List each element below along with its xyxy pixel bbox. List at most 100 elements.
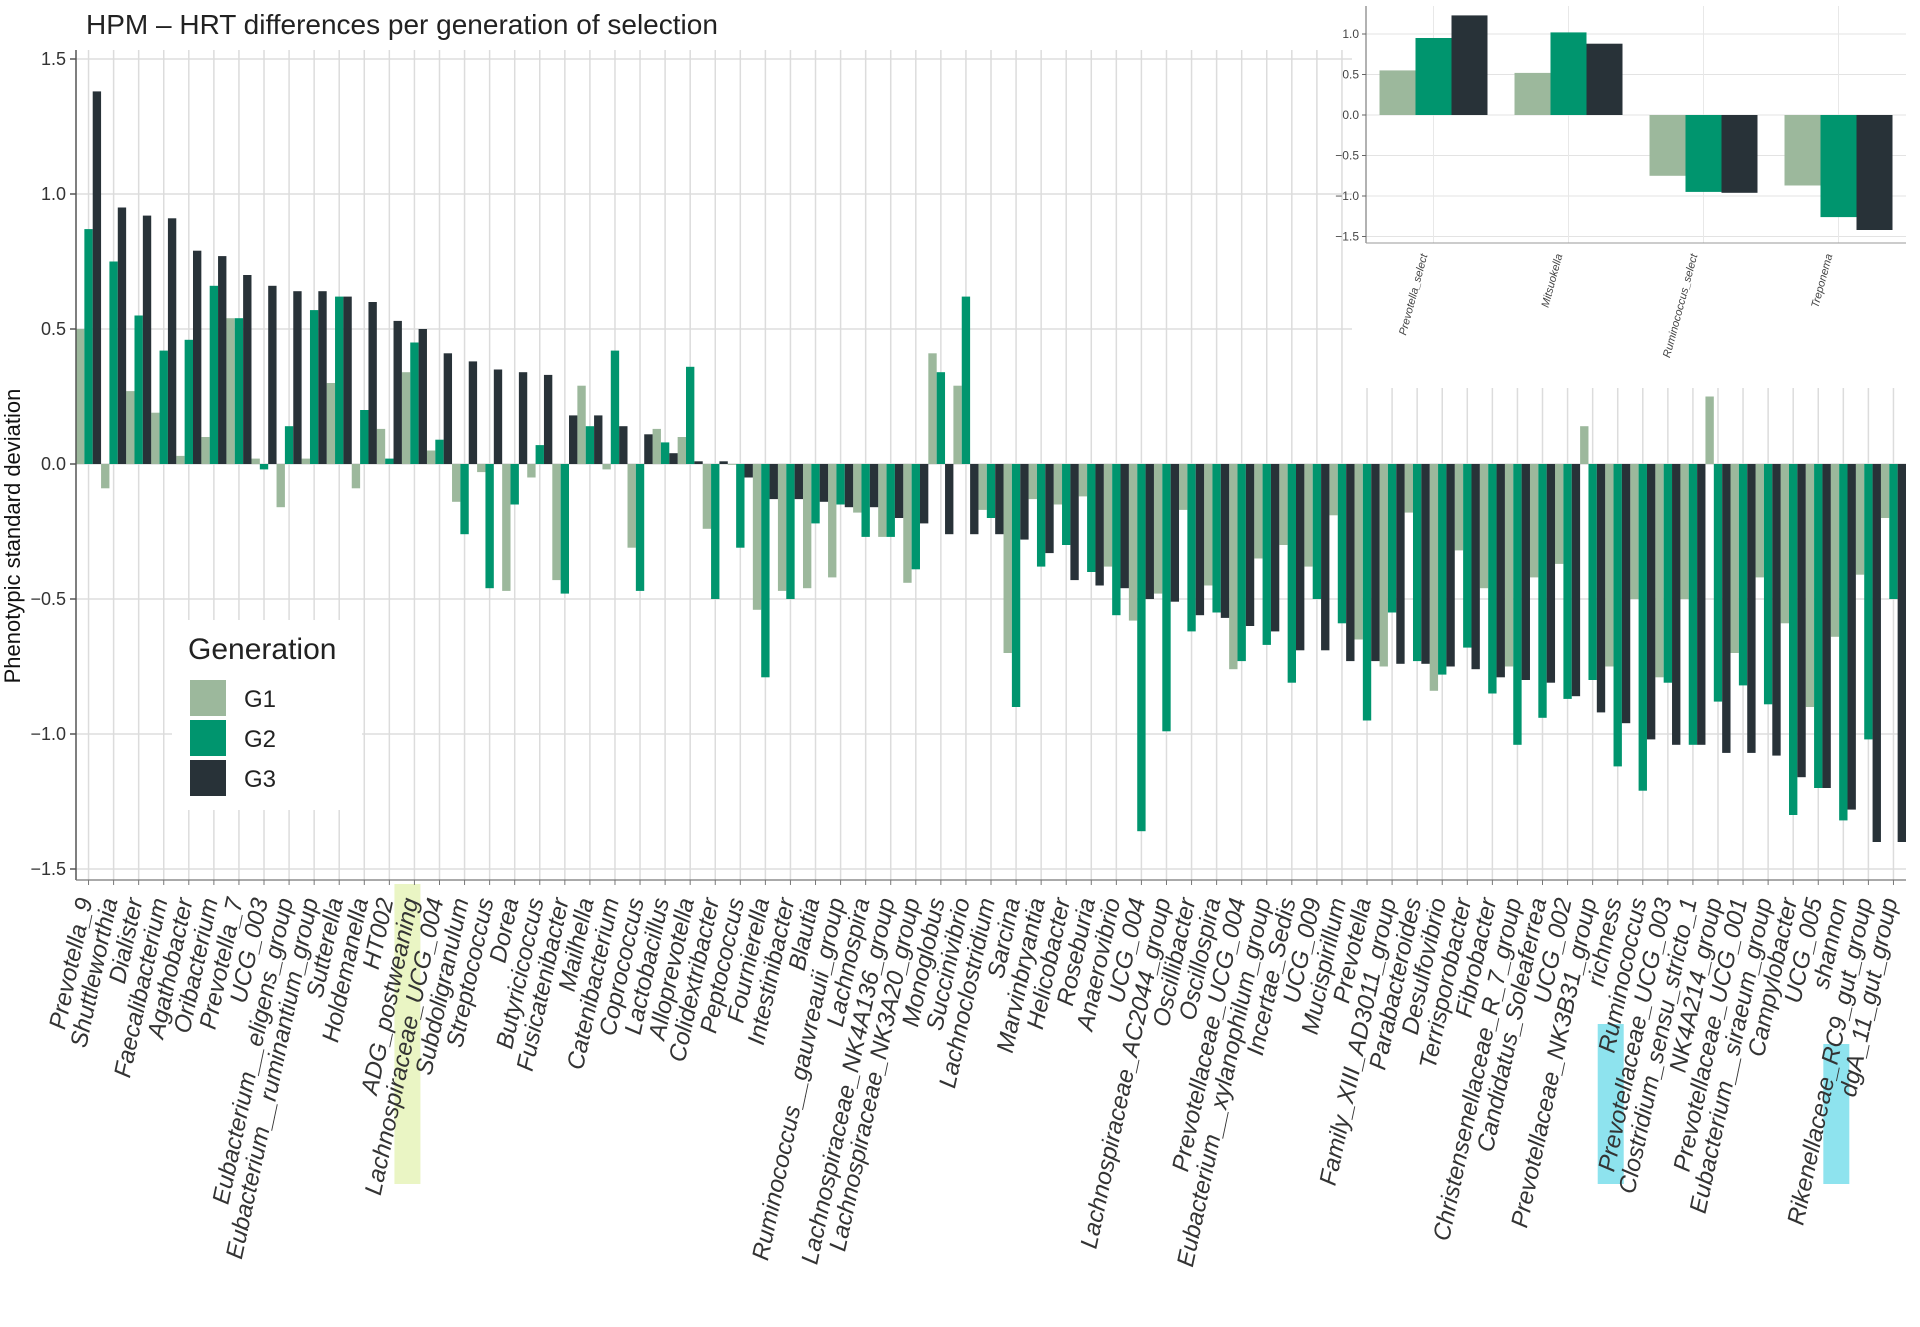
- bar-g2-shannon: [1839, 464, 1848, 821]
- bar-g3-lachnospiraceae-nk4a136-group: [894, 464, 904, 518]
- bar-g3-oscillibacter: [1195, 464, 1205, 616]
- bar-g3-mucispirillum: [1346, 464, 1355, 662]
- bar-g3-lachnospiraceae-ucg-004: [443, 353, 453, 464]
- inset-bar-g1-mitsuokella: [1514, 72, 1551, 115]
- bar-g1-coprococcus: [627, 464, 636, 548]
- bar-g2-catenibacterium: [610, 350, 620, 464]
- bar-g1-terrisporobacter: [1454, 464, 1464, 551]
- bar-g2-shuttleworthia: [109, 261, 118, 464]
- legend-swatch-g3: [190, 760, 226, 796]
- bar-g1-roseburia: [1078, 464, 1088, 497]
- bar-g1-ruminococcus: [1630, 464, 1639, 599]
- bar-g1-candidatus-soleaferrea: [1529, 464, 1539, 578]
- bar-g3-prevotella: [1371, 464, 1380, 662]
- bar-g2-nk4a214-group: [1713, 464, 1723, 702]
- bar-g3-candidatus-soleaferrea: [1546, 464, 1556, 683]
- inset-bar-g2-treponema: [1820, 115, 1857, 218]
- bar-g1-agathobacter: [176, 455, 185, 464]
- bar-g2-succinivibrio: [961, 296, 971, 464]
- y-tick-label-5: 1.0: [41, 184, 66, 204]
- bar-g1-campylobacter: [1780, 464, 1790, 624]
- bar-g3-fournierella: [769, 464, 778, 500]
- bar-g1-parabacteroides: [1404, 464, 1413, 513]
- bar-g1-oscillospira: [1204, 464, 1213, 586]
- bar-g2-roseburia: [1087, 464, 1096, 572]
- bar-g2-campylobacter: [1789, 464, 1798, 815]
- bar-g3-prevotella-7: [243, 275, 252, 464]
- bar-g1-ucg-002: [1555, 464, 1564, 564]
- bar-g3-peptococcus: [744, 464, 753, 478]
- bar-g1-butyricicoccus: [527, 464, 536, 478]
- bar-g3-anaerovibrio: [1120, 464, 1129, 589]
- bar-g2-blautia: [811, 464, 820, 524]
- bar-g3-faecalibacterium: [167, 218, 177, 464]
- bar-g3-blautia: [819, 464, 829, 502]
- bar-g3-eubacterium-xylanophilum-group: [1270, 464, 1280, 632]
- bar-g1-alloprevotella: [677, 437, 686, 464]
- bar-g2-candidatus-soleaferrea: [1538, 464, 1547, 718]
- bar-g1-ruminococcus-gauvreauii-group: [828, 464, 837, 578]
- bar-g1-lactobacillus: [652, 428, 661, 464]
- bar-g2-oscillibacter: [1187, 464, 1196, 632]
- bar-g1-dga-11-gut-group: [1880, 464, 1890, 518]
- inset-bar-g2-ruminococcus-select: [1685, 115, 1722, 192]
- bar-g2-butyricicoccus: [535, 445, 544, 464]
- bar-g3-ht002: [393, 320, 402, 464]
- bar-g1-eubacterium-xylanophilum-group: [1254, 464, 1263, 559]
- bar-g2-agathobacter: [184, 339, 193, 464]
- bar-g2-mucispirillum: [1337, 464, 1347, 624]
- bar-g2-ruminococcus: [1638, 464, 1647, 791]
- bar-g2-adg-postweaning: [410, 342, 419, 464]
- highlight-richness: [1597, 1024, 1624, 1184]
- bar-g3-prevotellaceae-nk3b31-group: [1596, 464, 1606, 713]
- inset-bar-g1-ruminococcus-select: [1649, 115, 1686, 176]
- highlight-adg-postweaning: [394, 884, 421, 1184]
- bar-g1-faecalibacterium: [151, 412, 160, 464]
- legend-swatch-g1: [190, 680, 226, 716]
- legend: Generation G1 G2 G3: [172, 620, 362, 810]
- bar-g2-streptococcus: [485, 464, 494, 589]
- bar-g3-lachnoclostridium: [995, 464, 1004, 535]
- chart-title: HPM – HRT differences per generation of …: [86, 9, 718, 40]
- bar-g3-colidextribacter: [719, 461, 728, 464]
- bar-g1-rikenellaceae-rc9-gut-group: [1855, 464, 1865, 575]
- bar-g2-lachnospira: [861, 464, 870, 537]
- bar-g3-coprococcus: [644, 434, 653, 464]
- bar-g1-helicobacter: [1053, 464, 1063, 505]
- bar-g2-fournierella: [761, 464, 770, 678]
- inset-bar-g3-ruminococcus-select: [1721, 115, 1758, 193]
- bar-g3-mailhella: [594, 415, 603, 464]
- bar-g1-prevotella-7: [226, 318, 235, 464]
- bar-g1-eubacterium-ruminantium-group: [301, 458, 310, 464]
- bar-g2-subdoligranulum: [460, 464, 469, 535]
- bar-g3-prevotellaceae-ucg-001: [1747, 464, 1756, 753]
- bar-g3-helicobacter: [1070, 464, 1079, 581]
- bar-g3-prevotellaceae-ucg-003: [1672, 464, 1681, 745]
- bar-g2-eubacterium-ruminantium-group: [309, 310, 319, 464]
- bar-g3-intestinibacter: [794, 464, 803, 500]
- bar-g2-alloprevotella: [686, 366, 695, 464]
- bar-g2-faecalibacterium: [159, 350, 168, 464]
- bar-g1-adg-postweaning: [401, 372, 411, 464]
- bar-g2-eubacterium-xylanophilum-group: [1262, 464, 1271, 645]
- bar-g1-prevotellaceae-ucg-004: [1229, 464, 1238, 670]
- bar-g1-dorea: [502, 464, 511, 591]
- bar-g1-mailhella: [577, 385, 586, 464]
- bar-g3-oribacterium: [218, 256, 227, 464]
- bar-g2-lactobacillus: [660, 442, 670, 464]
- bar-g3-holdemanella: [368, 302, 377, 464]
- bar-g2-sutterella: [335, 296, 344, 464]
- bar-g1-ht002: [376, 428, 386, 464]
- bar-g1-shannon: [1830, 464, 1840, 637]
- inset-bar-g1-prevotella-select: [1379, 70, 1416, 115]
- bar-g3-ucg-009: [1321, 464, 1330, 651]
- bar-g2-mailhella: [585, 426, 595, 464]
- bar-g2-ucg-004: [1137, 464, 1146, 832]
- bar-g2-fusicatenibacter: [560, 464, 570, 594]
- bar-g1-desulfovibrio: [1429, 464, 1439, 691]
- bar-g3-lachnospiraceae-ac2044-group: [1170, 464, 1180, 602]
- bar-g1-family-xiii-ad3011-group: [1379, 464, 1388, 667]
- inset-bar-g3-treponema: [1856, 115, 1893, 230]
- inset-bar-g2-mitsuokella: [1550, 32, 1587, 115]
